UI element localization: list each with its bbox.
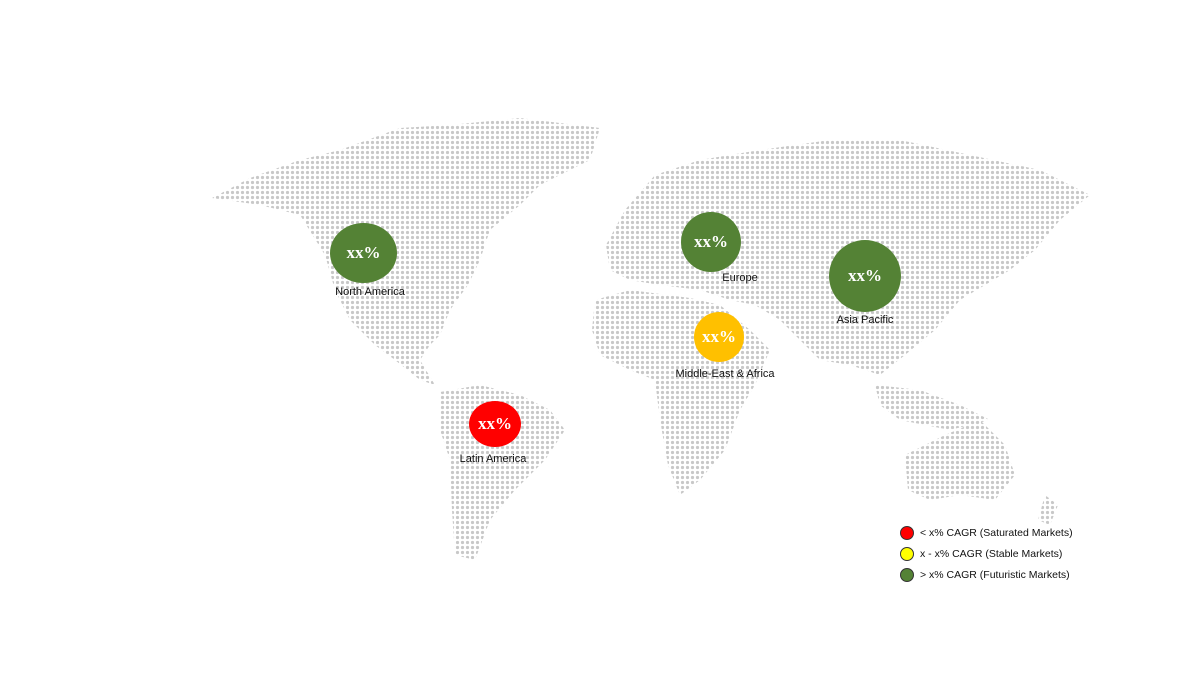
australia-landmass bbox=[905, 420, 1015, 500]
middle-east-africa-label: Middle-East & Africa bbox=[675, 368, 775, 380]
green-dot-icon bbox=[900, 567, 914, 582]
asia-pacific-label: Asia Pacific bbox=[836, 314, 894, 326]
legend-label: < x% CAGR (Saturated Markets) bbox=[920, 526, 1073, 539]
north-america-landmass bbox=[212, 118, 600, 385]
red-dot-icon bbox=[900, 525, 914, 540]
north-america-bubble: xx% bbox=[330, 223, 397, 283]
europe-label: Europe bbox=[722, 272, 758, 284]
latin-america-bubble: xx% bbox=[469, 401, 521, 447]
legend-label: x - x% CAGR (Stable Markets) bbox=[920, 547, 1063, 560]
new-zealand-landmass bbox=[1038, 495, 1058, 525]
southeast-asia-islands bbox=[875, 385, 990, 430]
asia-pacific-bubble: xx% bbox=[829, 240, 901, 312]
legend-item-stable: x - x% CAGR (Stable Markets) bbox=[900, 543, 1073, 564]
legend-item-futuristic: > x% CAGR (Futuristic Markets) bbox=[900, 564, 1073, 585]
legend-label: > x% CAGR (Futuristic Markets) bbox=[920, 568, 1070, 581]
middle-east-africa-bubble: xx% bbox=[694, 312, 744, 362]
north-america-label: North America bbox=[335, 286, 405, 298]
legend-item-saturated: < x% CAGR (Saturated Markets) bbox=[900, 522, 1073, 543]
yellow-dot-icon bbox=[900, 546, 914, 561]
latin-america-label: Latin America bbox=[459, 453, 527, 465]
legend: < x% CAGR (Saturated Markets) x - x% CAG… bbox=[900, 522, 1073, 585]
europe-bubble: xx% bbox=[681, 212, 741, 272]
africa-landmass bbox=[592, 290, 770, 495]
